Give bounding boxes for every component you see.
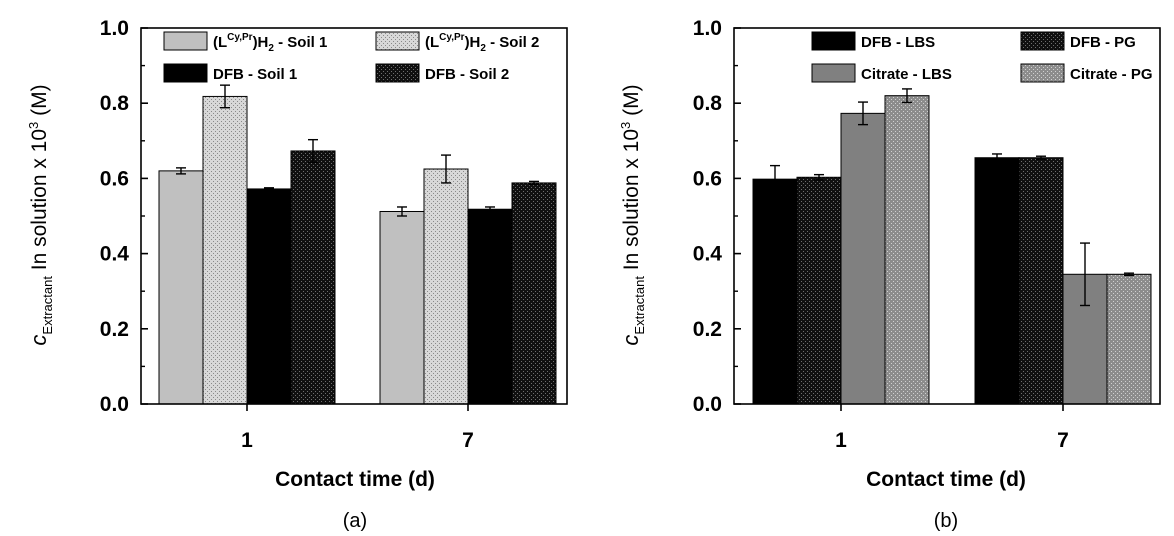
legend-label: DFB - LBS [861,34,935,51]
error-bar-dfb-soil-2-day-7 [529,180,539,186]
legend-label: Citrate - LBS [861,66,952,83]
bar-l-cy-pr-h2-soil-1-day-1 [158,170,204,405]
bar-dfb-soil-2-day-7 [511,182,557,405]
bar-l-cy-pr-h2-soil-1-day-7 [379,210,425,405]
legend-item-l-cy-pr-h2-soil-1: (LCy,Pr)H2 - Soil 1 [163,31,327,54]
y-tick-label: 1.0 [693,17,722,40]
error-bar-citrate-lbs-day-1 [858,101,868,126]
legend-item-citrate-pg: Citrate - PG [1020,63,1153,83]
y-tick-label: 0.8 [100,92,130,115]
legend-swatch [1020,31,1065,51]
legend-item-dfb-soil-1: DFB - Soil 1 [163,63,297,83]
legend-item-dfb-lbs: DFB - LBS [811,31,935,51]
error-bar-l-cy-pr-h2-soil-1-day-7 [397,206,407,217]
legend-item-dfb-soil-2: DFB - Soil 2 [375,63,509,83]
y-tick-label: 0.8 [693,92,723,115]
bar-dfb-soil-2-day-1 [290,150,336,405]
legend-item-dfb-pg: DFB - PG [1020,31,1136,51]
legend-swatch [375,63,420,83]
bar-dfb-soil-1-day-1 [246,188,292,405]
error-bar-dfb-lbs-day-1 [770,164,780,194]
legend-label: (LCy,Pr)H2 - Soil 2 [425,32,539,54]
panel-label: (a) [343,510,367,532]
legend-swatch [1020,63,1065,83]
bar-l-cy-pr-h2-soil-2-day-7 [423,168,469,405]
error-bar-dfb-lbs-day-7 [992,153,1002,163]
legend-swatch [375,31,420,51]
y-tick-label: 0.2 [100,318,129,341]
error-bar-citrate-pg-day-1 [902,88,912,104]
error-bar-l-cy-pr-h2-soil-2-day-7 [441,154,451,184]
y-tick-label: 0.6 [100,167,129,190]
legend-label: DFB - Soil 2 [425,66,509,83]
y-tick-label: 0.0 [100,393,129,416]
error-bar-dfb-soil-2-day-1 [308,138,318,163]
legend-label: Citrate - PG [1070,66,1153,83]
y-axis-title: cExtractant In solution x 103 (M) [618,84,647,345]
error-bar-dfb-soil-1-day-1 [264,187,274,191]
legend-swatch [163,63,208,83]
x-tick-label: 7 [1057,429,1069,452]
y-tick-label: 0.4 [693,243,723,266]
error-bar-l-cy-pr-h2-soil-2-day-1 [220,84,230,109]
legend: (LCy,Pr)H2 - Soil 1 (LCy,Pr)H2 - Soil 2 DF… [163,31,539,83]
legend-label: DFB - PG [1070,34,1136,51]
bar-l-cy-pr-h2-soil-2-day-1 [202,95,248,405]
x-tick-label: 7 [462,429,474,452]
legend-label: (LCy,Pr)H2 - Soil 1 [213,32,327,54]
x-tick-label: 1 [241,429,253,452]
y-tick-label: 0.2 [693,318,722,341]
error-bar-dfb-soil-1-day-7 [485,206,495,213]
x-axis-title: Contact time (d) [275,468,435,491]
bar-dfb-lbs-day-7 [974,157,1020,405]
error-bar-citrate-pg-day-7 [1124,272,1134,277]
y-tick-label: 0.4 [100,243,130,266]
legend-swatch [811,63,856,83]
y-axis-title: cExtractant In solution x 103 (M) [26,84,55,345]
y-tick-label: 1.0 [100,17,129,40]
legend: DFB - LBS DFB - PG Citrate - LBS Citrate - … [811,31,1153,83]
error-bar-citrate-lbs-day-7 [1080,242,1090,307]
legend-label: DFB - Soil 1 [213,66,297,83]
bar-citrate-pg-day-1 [884,95,930,405]
bar-citrate-lbs-day-1 [840,112,886,405]
legend-swatch [811,31,856,51]
bar-dfb-lbs-day-1 [752,178,798,405]
bar-citrate-pg-day-7 [1106,273,1152,405]
legend-swatch [163,31,208,51]
error-bar-dfb-pg-day-1 [814,173,824,181]
panel-label: (b) [934,510,958,532]
x-tick-label: 1 [835,429,847,452]
bar-dfb-pg-day-7 [1018,157,1064,405]
y-tick-label: 0.6 [693,167,722,190]
legend-item-citrate-lbs: Citrate - LBS [811,63,952,83]
bar-dfb-pg-day-1 [796,176,842,405]
legend-item-l-cy-pr-h2-soil-2: (LCy,Pr)H2 - Soil 2 [375,31,539,54]
x-axis-title: Contact time (d) [866,468,1026,491]
bar-dfb-soil-1-day-7 [467,208,513,405]
chart-panel-b: cExtractant In solution x 103 (M) 0.0 0.2… [618,17,1161,532]
chart-panel-a: cExtractant In solution x 103 (M) 0.0 0.2… [26,17,568,532]
y-tick-label: 0.0 [693,393,722,416]
error-bar-dfb-pg-day-7 [1036,155,1046,160]
error-bar-l-cy-pr-h2-soil-1-day-1 [176,167,186,175]
